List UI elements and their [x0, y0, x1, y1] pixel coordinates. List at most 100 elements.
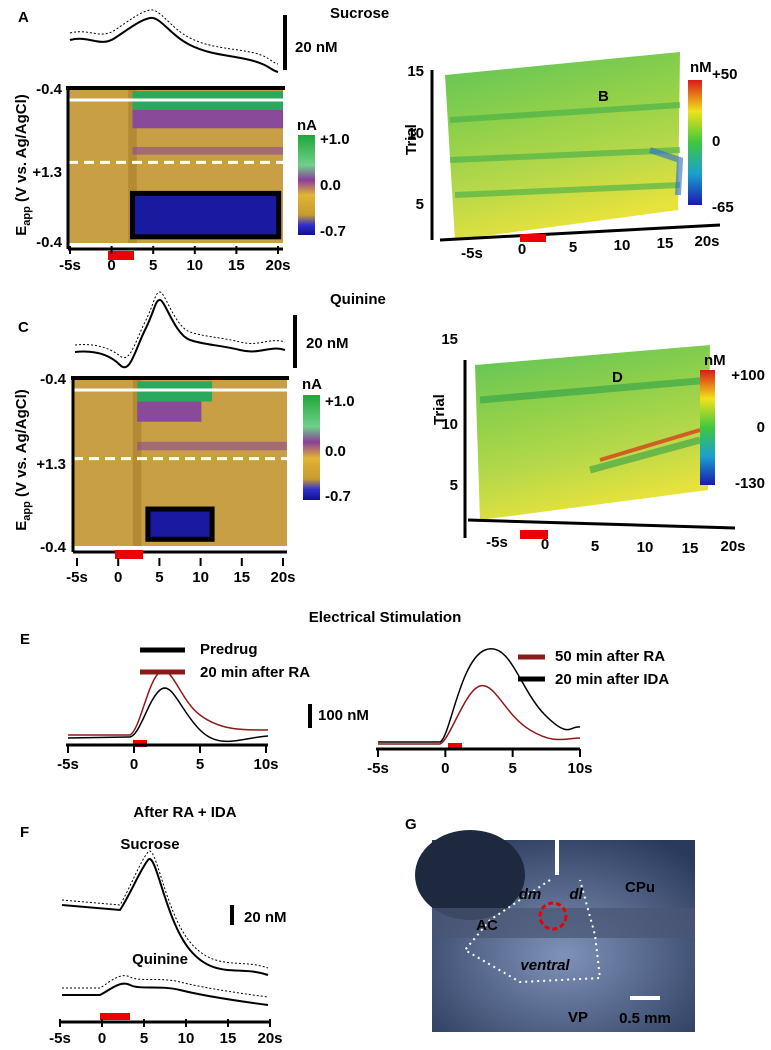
y-tick-label: 15 [407, 63, 424, 80]
heatmap-band [128, 88, 137, 243]
x-tick-label: -5s [49, 1030, 71, 1047]
label: C [18, 319, 29, 336]
label: 20 nM [244, 909, 287, 926]
y-axis-label-part: app [21, 206, 33, 226]
legend-label: 20 min after RA [200, 664, 310, 681]
heatmap-band [132, 109, 283, 129]
legend-label: Predrug [200, 641, 258, 658]
heatmap-band [145, 506, 215, 542]
colorbar [688, 80, 702, 205]
colorbar-label: +100 [731, 367, 765, 384]
x-tick-label: 10s [253, 756, 278, 773]
x-tick-label: 20s [265, 257, 290, 274]
y-tick-label: 5 [450, 477, 458, 494]
trace-sem [69, 9, 279, 65]
y-tick-label: -0.4 [40, 539, 67, 556]
colorbar-label: 0.0 [320, 177, 341, 194]
colorbar-label: -0.7 [320, 223, 346, 240]
recording-site [538, 901, 568, 931]
x-tick-label: 5 [569, 239, 577, 256]
surface-ridge [449, 102, 681, 198]
x-tick-label: 20s [694, 233, 719, 250]
commissure [432, 908, 695, 938]
y-tick-label: 10 [407, 125, 424, 142]
region-label: AC [476, 917, 498, 934]
x-tick-label: 15 [657, 235, 674, 252]
stimulus-bar [520, 530, 548, 539]
trace [61, 858, 269, 976]
region-label: dm [519, 886, 542, 903]
label: Sucrose [120, 836, 179, 853]
legend-label: 50 min after RA [555, 648, 665, 665]
x-tick-label: 0 [107, 257, 115, 274]
y-tick-label: -0.4 [36, 81, 63, 98]
y-tick-label: +1.3 [36, 456, 66, 473]
colorbar [700, 370, 715, 485]
surface [475, 345, 710, 520]
label: Trial [403, 124, 420, 155]
stimulus-bar [520, 234, 546, 242]
label: Electrical Stimulation [309, 609, 462, 626]
trace [67, 687, 269, 743]
label: Quinine [330, 291, 386, 308]
axis [439, 223, 736, 530]
y-tick-label: -0.4 [40, 371, 67, 388]
x-tick-label: 10 [192, 569, 209, 586]
x-tick-label: 10 [186, 257, 203, 274]
y-axis-label: Eapp (V vs. Ag/AgCl) [13, 94, 33, 236]
label: nM [690, 59, 712, 76]
x-tick-label: -5s [57, 756, 79, 773]
label: F [20, 824, 29, 841]
y-tick-label: -0.4 [36, 234, 63, 251]
region-outline [463, 879, 602, 984]
trace-sem [74, 291, 286, 359]
trace [69, 16, 279, 73]
heatmap-band [132, 378, 142, 546]
colorbar-label: -130 [735, 475, 765, 492]
surface-ridge [649, 147, 684, 196]
trace [62, 982, 269, 1006]
colorbar-label: -65 [712, 199, 734, 216]
y-tick-label: +1.3 [32, 164, 62, 181]
label: E [20, 631, 30, 648]
trace-sem [62, 975, 269, 998]
region-label: ventral [520, 957, 570, 974]
label: After RA + IDA [133, 804, 236, 821]
heatmap-band [137, 401, 202, 422]
y-axis-label-part: (V vs. Ag/AgCl) [13, 94, 30, 206]
axis [430, 70, 467, 538]
x-tick-label: 5 [508, 760, 516, 777]
x-tick-label: 15 [220, 1030, 237, 1047]
y-axis-label-part: app [21, 501, 33, 521]
x-tick-label: 15 [228, 257, 245, 274]
x-tick-label: 0 [541, 536, 549, 553]
label: nA [297, 117, 317, 134]
stimulus-bar [448, 743, 462, 750]
heatmap-band [137, 441, 287, 451]
x-tick-label: 0 [130, 756, 138, 773]
colorbar-label: +1.0 [320, 131, 350, 148]
x-tick-label: 10s [567, 760, 592, 777]
x-tick-label: 5 [155, 569, 163, 586]
colorbar-label: 0 [757, 419, 765, 436]
y-axis-label-part: E [13, 226, 30, 236]
x-tick-label: 10 [178, 1030, 195, 1047]
label: 20 nM [295, 39, 338, 56]
x-tick-label: 5 [140, 1030, 148, 1047]
ventricle [415, 830, 525, 920]
x-tick-label: -5s [486, 534, 508, 551]
y-tick-label: 10 [441, 416, 458, 433]
trace [378, 685, 581, 745]
colorbar-label: +50 [712, 66, 737, 83]
colorbar-label: -0.7 [325, 488, 351, 505]
x-tick-label: 15 [682, 540, 699, 557]
surface-ridge [599, 428, 701, 462]
label: 0.5 mm [619, 1010, 671, 1027]
colorbar-label: 0 [712, 133, 720, 150]
x-tick-label: 5 [591, 538, 599, 555]
x-tick-label: 20s [270, 569, 295, 586]
x-tick-label: -5s [461, 245, 483, 262]
x-tick-label: -5s [66, 569, 88, 586]
x-tick-label: 0 [114, 569, 122, 586]
colorbar-label: +1.0 [325, 393, 355, 410]
